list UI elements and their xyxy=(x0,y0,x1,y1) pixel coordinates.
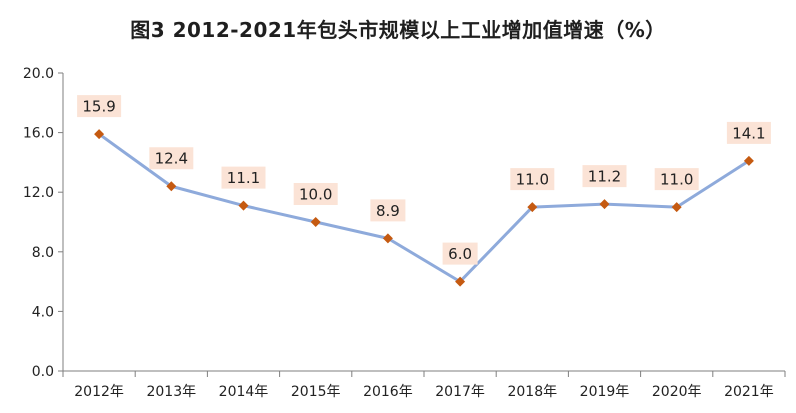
y-tick-label: 8.0 xyxy=(32,245,54,261)
data-label-background xyxy=(510,168,555,191)
x-tick-label: 2016年 xyxy=(363,384,413,400)
x-tick-label: 2021年 xyxy=(724,384,774,400)
x-tick-label: 2017年 xyxy=(435,384,485,400)
data-label-background xyxy=(654,168,699,191)
data-label: 6.0 xyxy=(448,245,472,263)
data-label-background xyxy=(370,199,406,222)
data-label: 14.1 xyxy=(732,124,765,142)
x-tick-label: 2018年 xyxy=(507,384,557,400)
series-line xyxy=(97,132,751,284)
data-label: 12.4 xyxy=(155,150,188,168)
data-point-marker xyxy=(455,276,466,287)
data-point-marker xyxy=(94,129,105,140)
data-label: 11.0 xyxy=(516,171,549,189)
marker-group xyxy=(94,129,754,287)
data-point-marker xyxy=(743,155,754,166)
chart-axes xyxy=(62,73,785,372)
x-axis-ticks: 2012年 2013年 2014年 2015年 2016年 2017年 2018年 2019年… xyxy=(62,371,786,400)
y-tick-label: 0.0 xyxy=(32,364,54,380)
data-label-background xyxy=(221,166,266,189)
x-tick-label: 2015年 xyxy=(291,384,341,400)
data-label-background xyxy=(442,242,478,265)
y-tick-label: 16.0 xyxy=(23,126,54,142)
data-label-background xyxy=(582,165,627,188)
data-point-marker xyxy=(527,202,538,213)
data-label: 11.2 xyxy=(588,168,621,186)
data-label: 11.1 xyxy=(227,169,260,187)
x-tick-label: 2020年 xyxy=(652,384,702,400)
data-label: 8.9 xyxy=(376,202,400,220)
y-tick-label: 4.0 xyxy=(32,304,54,320)
data-label-background xyxy=(77,95,122,118)
series-group xyxy=(97,132,751,284)
data-label-background xyxy=(726,121,771,144)
data-point-marker xyxy=(310,217,321,227)
chart-title: 图3 2012-2021年包头市规模以上工业增加值增速（%） xyxy=(130,18,666,42)
data-label-background xyxy=(293,183,338,205)
data-point-marker xyxy=(599,199,610,210)
data-point-marker xyxy=(382,233,393,244)
y-tick-label: 20.0 xyxy=(23,66,54,82)
data-label: 15.9 xyxy=(82,98,115,116)
x-tick-label: 2012年 xyxy=(74,384,124,400)
data-label-background xyxy=(149,147,194,170)
y-axis-ticks: 0.0 4.0 8.0 12.0 16.0 20.0 xyxy=(23,66,63,380)
data-label-group: 15.9 12.4 11.1 10.0 8.9 6.0 11.0 11.2 11.0 14.1 xyxy=(77,95,771,265)
x-tick-label: 2019年 xyxy=(580,384,630,400)
data-point-marker xyxy=(238,200,249,211)
data-label: 11.0 xyxy=(660,171,693,189)
data-point-marker xyxy=(671,202,682,213)
data-label: 10.0 xyxy=(299,186,332,204)
x-tick-label: 2014年 xyxy=(219,384,269,400)
y-tick-label: 12.0 xyxy=(23,185,54,201)
data-point-marker xyxy=(166,181,177,192)
x-tick-label: 2013年 xyxy=(146,384,196,400)
